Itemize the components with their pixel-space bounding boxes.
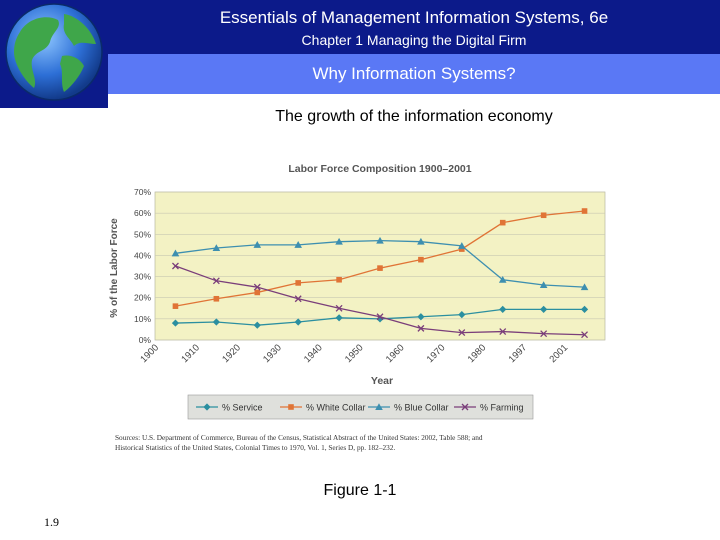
course-title: Essentials of Management Information Sys…: [219, 8, 609, 27]
data-point-service: [253, 321, 261, 329]
data-point-white-collar: [336, 276, 342, 283]
y-tick-label: 0%: [139, 335, 152, 345]
x-tick-label: 1930: [261, 342, 284, 365]
data-point-blue-collar: [253, 241, 262, 248]
data-point-farming: [335, 304, 343, 312]
legend-label-service: % Service: [222, 403, 263, 413]
y-tick-label: 60%: [134, 208, 151, 218]
x-tick-label: 1980: [466, 342, 489, 365]
y-tick-label: 50%: [134, 229, 151, 239]
data-point-blue-collar: [294, 241, 302, 248]
source-line-1: Sources: U.S. Department of Commerce, Bu…: [115, 433, 483, 442]
legend-marker-white-collar: [288, 404, 294, 410]
data-point-farming: [581, 331, 589, 339]
slide-heading: The growth of the information economy: [275, 108, 553, 125]
data-point-blue-collar: [376, 236, 384, 244]
x-tick-label: 1910: [179, 342, 202, 365]
legend-marker-service: [203, 403, 211, 411]
data-point-farming: [458, 329, 466, 337]
data-point-service: [580, 305, 589, 313]
legend-label-farming: % Farming: [480, 403, 524, 413]
data-point-farming: [417, 324, 425, 332]
data-point-farming: [253, 283, 261, 291]
x-tick-label: 1940: [302, 342, 325, 365]
section-band: Why Information Systems?: [108, 54, 720, 94]
data-point-farming: [171, 262, 179, 270]
page-number: 1.9: [44, 515, 59, 529]
x-tick-label: 1960: [384, 342, 407, 365]
data-point-white-collar: [172, 303, 179, 309]
data-point-white-collar: [418, 256, 424, 263]
x-tick-label: 1950: [343, 342, 366, 365]
x-tick-label: 1900: [138, 342, 161, 365]
data-point-farming: [540, 330, 548, 338]
data-point-white-collar: [540, 212, 547, 219]
section-title: Why Information Systems?: [312, 64, 516, 83]
data-point-white-collar: [459, 246, 465, 252]
data-point-white-collar: [377, 265, 383, 271]
y-tick-label: 10%: [134, 314, 151, 324]
data-point-blue-collar: [212, 244, 221, 252]
data-point-white-collar: [254, 289, 261, 296]
data-point-farming: [294, 295, 302, 303]
labor-force-chart: Labor Force Composition 1900–2001 0% 10% 2…: [109, 163, 606, 452]
x-tick-label: 2001: [547, 342, 570, 365]
y-tick-label: 70%: [134, 187, 151, 197]
legend-label-white-collar: % White Collar: [306, 403, 366, 413]
data-point-white-collar: [295, 280, 301, 286]
data-point-blue-collar: [580, 283, 589, 291]
data-point-service: [417, 313, 425, 321]
data-point-service: [458, 311, 466, 319]
chart-title: Labor Force Composition 1900–2001: [288, 163, 471, 175]
globe-icon: [0, 0, 108, 108]
x-tick-label: 1920: [220, 342, 243, 365]
data-point-blue-collar: [335, 237, 343, 245]
data-point-blue-collar: [539, 281, 548, 289]
data-point-blue-collar: [417, 237, 425, 245]
data-point-farming: [212, 277, 220, 285]
data-point-blue-collar: [458, 242, 466, 249]
data-point-farming: [376, 313, 384, 321]
slide-header: Essentials of Management Information Sys…: [0, 0, 720, 54]
y-tick-label: 30%: [134, 272, 151, 282]
y-axis-label: % of the Labor Force: [109, 218, 120, 318]
data-point-service: [294, 318, 302, 326]
legend-marker-farming: [461, 403, 469, 411]
legend-marker-blue-collar: [375, 403, 383, 410]
x-tick-label: 1970: [425, 342, 448, 365]
source-line-2: Historical Statistics of the United Stat…: [115, 443, 395, 452]
legend-label-blue-collar: % Blue Collar: [394, 403, 449, 413]
data-point-blue-collar: [498, 275, 507, 283]
data-point-blue-collar: [171, 249, 180, 257]
y-tick-label: 20%: [134, 293, 151, 303]
data-point-farming: [499, 328, 507, 336]
chapter-title: Chapter 1 Managing the Digital Firm: [301, 32, 527, 48]
data-point-service: [212, 318, 220, 326]
data-point-white-collar: [213, 295, 220, 302]
x-tick-label: 1997: [507, 342, 530, 365]
data-point-white-collar: [581, 208, 588, 214]
figure-label: Figure 1-1: [323, 482, 397, 499]
data-point-white-collar: [499, 219, 506, 226]
x-axis-label: Year: [371, 375, 393, 387]
data-point-service: [499, 305, 507, 313]
y-tick-label: 40%: [134, 250, 151, 260]
